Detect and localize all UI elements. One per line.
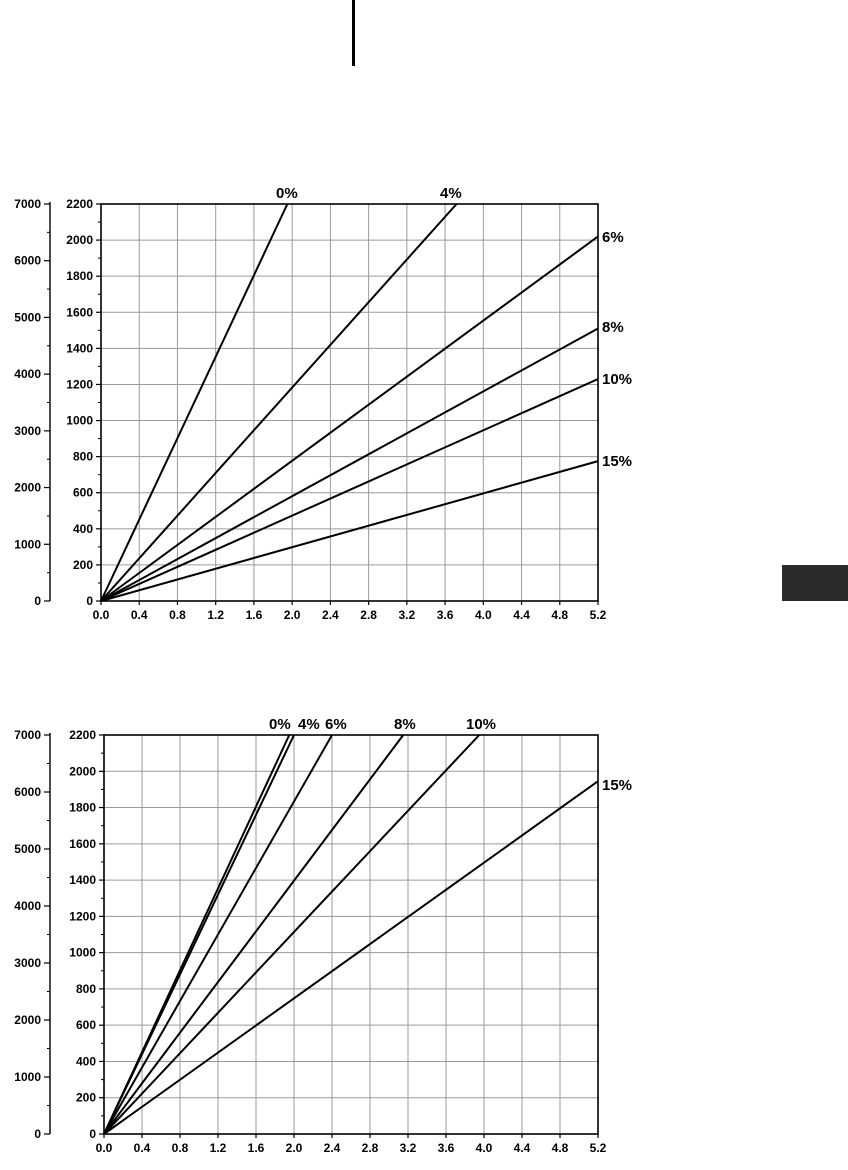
- series-line-15pct: [100, 460, 599, 602]
- y-tick-label: 200: [73, 558, 93, 572]
- x-tick-label: 4.4: [513, 608, 530, 622]
- x-tick-label: 2.4: [322, 608, 339, 622]
- x-tick-label: 5.2: [590, 608, 607, 622]
- series-label: 15%: [602, 777, 632, 794]
- y2-tick-label: 1000: [14, 537, 41, 551]
- y-tick-label: 1800: [66, 269, 93, 283]
- x-tick-label: 1.6: [248, 1141, 265, 1155]
- x-tick-label: 3.6: [438, 1141, 455, 1155]
- series-label: 4%: [298, 716, 320, 733]
- series-line-8pct: [103, 734, 405, 1135]
- x-tick-label: 2.4: [324, 1141, 341, 1155]
- chart-top: 0 1000 2000 3000 4000 5000 6000 7000 0 200 400 600 8…: [14, 185, 632, 622]
- series-label: 0%: [269, 716, 291, 733]
- y-tick-label: 600: [76, 1018, 96, 1032]
- y-tick-label: 1000: [69, 946, 96, 960]
- chart-bottom: 0 1000 2000 3000 4000 5000 6000 7000 0 200 400 600 8…: [14, 716, 632, 1155]
- y-tick-label: 200: [76, 1091, 96, 1105]
- y2-tick-label: 7000: [14, 197, 41, 211]
- plot-frame: [103, 734, 599, 1135]
- x-tick-label: 2.0: [286, 1141, 303, 1155]
- y2-tick-label: 5000: [14, 842, 41, 856]
- y2-tick-label: 7000: [14, 728, 41, 742]
- series-line-4pct: [103, 734, 295, 1135]
- series-label: 6%: [325, 716, 347, 733]
- y-tick-label: 0: [89, 1127, 96, 1141]
- y-tick-label: 1000: [66, 414, 93, 428]
- y2-tick-label: 0: [34, 594, 41, 608]
- x-tick-label: 4.4: [514, 1141, 531, 1155]
- y2-tick-label: 6000: [14, 254, 41, 268]
- y2-tick-label: 6000: [14, 785, 41, 799]
- x-tick-label: 3.6: [437, 608, 454, 622]
- x-tick-label: 0.4: [131, 608, 148, 622]
- y-tick-label: 1600: [66, 305, 93, 319]
- y-tick-label: 2200: [66, 197, 93, 211]
- x-tick-label: 0.8: [172, 1141, 189, 1155]
- series-label: 4%: [440, 185, 462, 202]
- y-tick-label: 400: [73, 522, 93, 536]
- series-label: 10%: [466, 716, 496, 733]
- series-label: 0%: [276, 185, 298, 202]
- y2-tick-label: 0: [34, 1127, 41, 1141]
- x-tick-label: 1.2: [207, 608, 224, 622]
- series-line-6pct: [103, 734, 333, 1135]
- x-tick-label: 1.6: [246, 608, 263, 622]
- y-tick-label: 800: [73, 450, 93, 464]
- series-line-15pct: [103, 780, 599, 1135]
- series-line-6pct: [100, 235, 599, 602]
- x-tick-label: 0.8: [169, 608, 186, 622]
- y2-tick-label: 1000: [14, 1070, 41, 1084]
- x-tick-label: 2.0: [284, 608, 301, 622]
- y2-tick-label: 4000: [14, 899, 41, 913]
- side-tab-marker: [782, 565, 848, 601]
- x-tick-label: 4.8: [552, 1141, 569, 1155]
- x-tick-label: 3.2: [400, 1141, 417, 1155]
- series-line-10pct: [100, 378, 599, 602]
- y-tick-label: 400: [76, 1054, 96, 1068]
- series-label: 8%: [602, 319, 624, 336]
- top-rule: [352, 0, 355, 66]
- series-label: 6%: [602, 229, 624, 246]
- series-label: 8%: [394, 716, 416, 733]
- y-tick-label: 2000: [69, 764, 96, 778]
- y2-tick-label: 3000: [14, 956, 41, 970]
- series-line-10pct: [103, 734, 480, 1135]
- x-tick-label: 0.4: [134, 1141, 151, 1155]
- y-tick-label: 1600: [69, 837, 96, 851]
- y-tick-label: 2200: [69, 728, 96, 742]
- y2-tick-label: 3000: [14, 424, 41, 438]
- y2-tick-label: 2000: [14, 481, 41, 495]
- plot-frame: [100, 203, 599, 602]
- series-line-8pct: [100, 327, 599, 602]
- x-tick-label: 1.2: [210, 1141, 227, 1155]
- x-tick-label: 4.8: [551, 608, 568, 622]
- series-label: 10%: [602, 371, 632, 388]
- y-tick-label: 1800: [69, 801, 96, 815]
- y-tick-label: 0: [86, 594, 93, 608]
- y-tick-label: 800: [76, 982, 96, 996]
- x-tick-label: 4.0: [475, 608, 492, 622]
- y-tick-label: 600: [73, 486, 93, 500]
- series-line-4pct: [100, 203, 458, 602]
- series-label: 15%: [602, 453, 632, 470]
- x-tick-label: 2.8: [362, 1141, 379, 1155]
- y2-tick-label: 5000: [14, 310, 41, 324]
- series-line-0pct: [100, 203, 289, 602]
- x-tick-label: 5.2: [590, 1141, 607, 1155]
- y-tick-label: 2000: [66, 233, 93, 247]
- x-tick-label: 3.2: [399, 608, 416, 622]
- y-tick-label: 1400: [69, 873, 96, 887]
- y2-tick-label: 2000: [14, 1013, 41, 1027]
- x-tick-label: 2.8: [360, 608, 377, 622]
- x-tick-label: 4.0: [476, 1141, 493, 1155]
- y-tick-label: 1200: [69, 909, 96, 923]
- y-tick-label: 1200: [66, 377, 93, 391]
- y-tick-label: 1400: [66, 341, 93, 355]
- y2-tick-label: 4000: [14, 367, 41, 381]
- x-tick-label: 0.0: [96, 1141, 113, 1155]
- x-tick-label: 0.0: [93, 608, 110, 622]
